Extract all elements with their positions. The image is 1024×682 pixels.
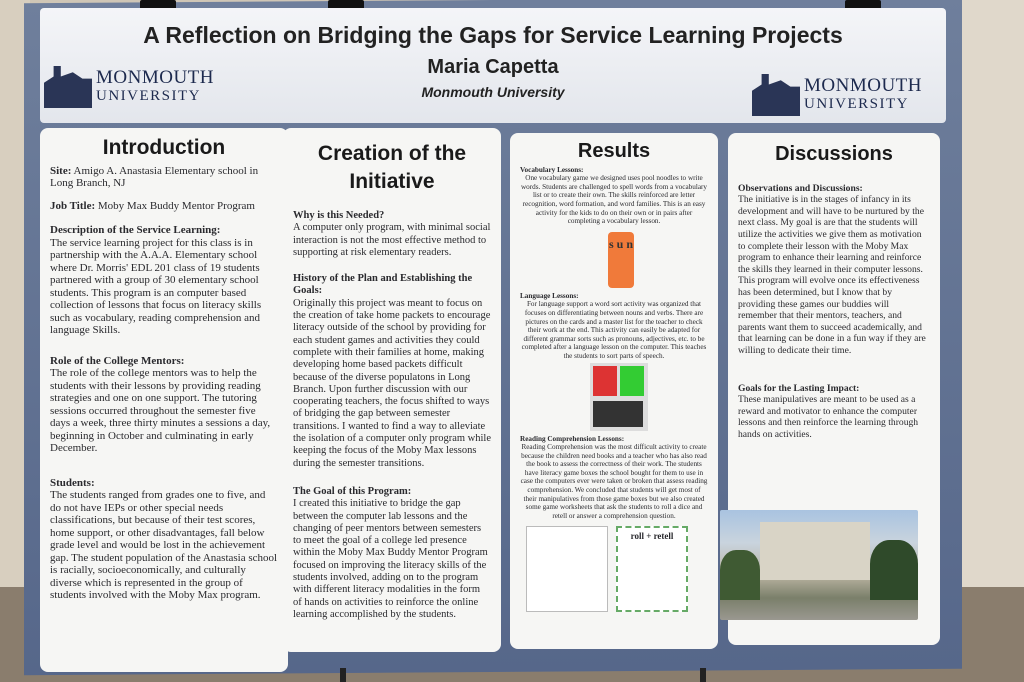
affiliation: Monmouth University	[421, 84, 565, 100]
discussions-panel: Discussions Observations and Discussions…	[720, 133, 940, 645]
paragraph: One vocabulary game we designed uses poo…	[520, 174, 708, 226]
site-text: Amigo A. Anastasia Elementary school in …	[50, 164, 259, 190]
building-crest-icon	[752, 74, 800, 116]
paragraph: A computer only program, with minimal so…	[293, 222, 491, 258]
poster-title: A Reflection on Bridging the Gaps for Se…	[143, 22, 843, 48]
subheading: Goals for the Lasting Impact:	[738, 382, 860, 394]
worksheet-photos: roll + retell	[520, 526, 708, 616]
paragraph: I created this initiative to bridge the …	[293, 498, 488, 620]
wall	[954, 0, 1024, 600]
subheading: Reading Comprehension Lessons:	[520, 434, 625, 443]
paragraph: The role of the college mentors was to h…	[50, 367, 271, 454]
paragraph: For language support a word sort activit…	[521, 300, 707, 360]
university-logo-right: MONMOUTH UNIVERSITY	[752, 74, 922, 116]
paragraph: Reading Comprehension was the most diffi…	[520, 443, 708, 520]
paragraph: The initiative is in the stages of infan…	[738, 194, 926, 356]
job-text: Moby Max Buddy Mentor Program	[97, 199, 255, 212]
label: Site:	[50, 164, 72, 177]
roll-retell-worksheet: roll + retell	[616, 526, 688, 613]
easel-leg	[340, 668, 346, 682]
word-sort-photo	[520, 361, 708, 433]
section-heading: Creation of the Initiative	[317, 142, 467, 193]
poster-header: A Reflection on Bridging the Gaps for Se…	[40, 8, 946, 123]
paragraph: The service learning project for this cl…	[50, 236, 262, 337]
pool-noodle-photo: s u n	[520, 226, 708, 290]
building-crest-icon	[44, 66, 92, 108]
subheading: Language Lessons:	[520, 291, 579, 300]
creation-panel: Creation of the Initiative Why is this N…	[283, 128, 501, 652]
logo-text: MONMOUTH UNIVERSITY	[804, 75, 922, 112]
paragraph: Originally this project was meant to foc…	[293, 297, 491, 469]
subheading: Observations and Discussions:	[738, 182, 863, 194]
subheading: Role of the College Mentors:	[50, 354, 185, 367]
subheading: Vocabulary Lessons:	[520, 165, 584, 174]
university-building-photo	[720, 510, 918, 620]
label: Job Title:	[50, 199, 96, 212]
author-name: Maria Capetta	[427, 56, 559, 78]
results-panel: Results Vocabulary Lessons: One vocabula…	[510, 133, 718, 649]
subheading: History of the Plan and Establishing the…	[293, 273, 473, 297]
subheading: Description of the Service Learning:	[50, 224, 221, 236]
section-heading: Results	[577, 140, 651, 162]
subheading: Students:	[50, 476, 95, 489]
university-logo-left: MONMOUTH UNIVERSITY	[44, 66, 214, 108]
subheading: The Goal of this Program:	[293, 485, 412, 497]
easel-leg	[700, 668, 706, 682]
paragraph: These manipulatives are meant to be used…	[738, 394, 919, 440]
introduction-panel: Introduction Site: Amigo A. Anastasia El…	[40, 128, 288, 672]
noodle-letters: s u n	[608, 231, 634, 288]
paragraph: The students ranged from grades one to f…	[50, 489, 278, 601]
subheading: Why is this Needed?	[293, 210, 385, 221]
logo-text: MONMOUTH UNIVERSITY	[96, 67, 214, 104]
section-heading: Discussions	[775, 143, 893, 165]
section-heading: Introduction	[102, 136, 226, 159]
worksheet-image	[526, 526, 608, 613]
